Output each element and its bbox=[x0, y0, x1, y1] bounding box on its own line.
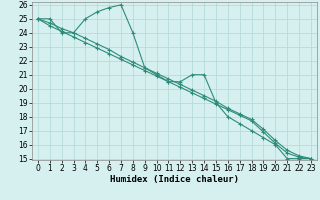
X-axis label: Humidex (Indice chaleur): Humidex (Indice chaleur) bbox=[110, 175, 239, 184]
